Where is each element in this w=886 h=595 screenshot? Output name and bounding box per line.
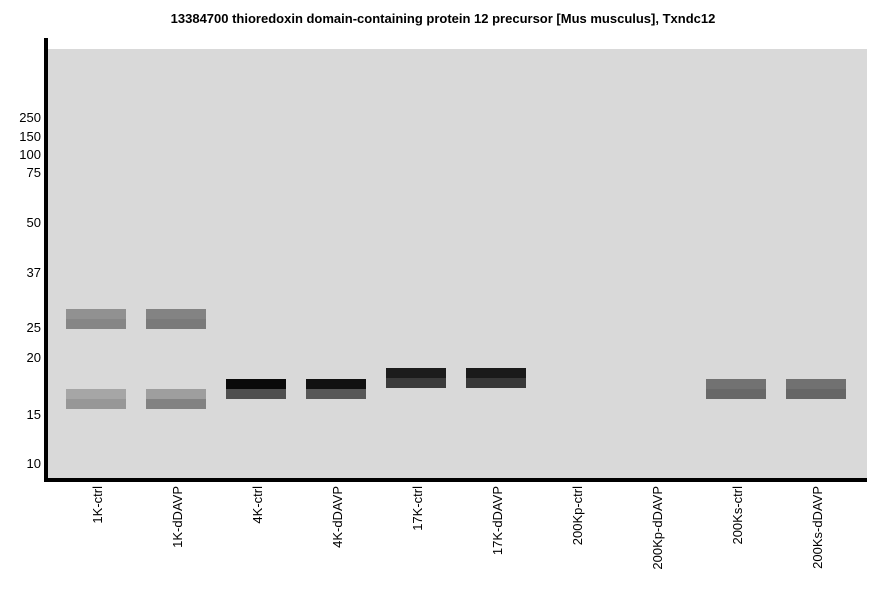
lane-label: 200Kp-ctrl (570, 484, 585, 594)
lane-label-text: 17K-ctrl (410, 486, 425, 531)
y-axis-line (44, 38, 48, 482)
protein-band-lower-half (466, 378, 526, 388)
lane-label-text: 17K-dDAVP (490, 486, 505, 556)
lane-label: 200Ks-dDAVP (810, 484, 825, 594)
protein-band (146, 389, 206, 409)
protein-band-upper-half (466, 368, 526, 378)
mw-marker-label: 50 (26, 215, 41, 230)
protein-band-upper-half (146, 309, 206, 319)
protein-band-upper-half (386, 368, 446, 378)
lane-label: 17K-dDAVP (490, 484, 505, 594)
protein-band-lower-half (386, 378, 446, 388)
figure-title: 13384700 thioredoxin domain-containing p… (170, 11, 716, 26)
lane-label-text: 4K-ctrl (250, 486, 265, 524)
lane-label: 1K-ctrl (90, 484, 105, 594)
protein-band-lower-half (146, 319, 206, 329)
protein-band-lower-half (786, 389, 846, 399)
protein-band-lower-half (66, 399, 126, 409)
protein-band-upper-half (66, 389, 126, 399)
protein-band-lower-half (226, 389, 286, 399)
gel-plot-area (48, 49, 867, 478)
protein-band (466, 368, 526, 388)
lane-label: 200Ks-ctrl (730, 484, 745, 594)
mw-marker-label: 25 (26, 320, 41, 335)
lane-label-text: 200Ks-dDAVP (810, 486, 825, 569)
protein-band (146, 309, 206, 329)
lane-label-text: 1K-dDAVP (170, 486, 185, 548)
protein-band (386, 368, 446, 388)
protein-band (66, 309, 126, 329)
lane-label-text: 200Kp-ctrl (570, 486, 585, 546)
protein-band-upper-half (226, 379, 286, 389)
protein-band-upper-half (146, 389, 206, 399)
protein-band (306, 379, 366, 399)
lane-label-text: 4K-dDAVP (330, 486, 345, 548)
lane-label-text: 1K-ctrl (90, 486, 105, 524)
lane-label: 17K-ctrl (410, 484, 425, 594)
protein-band-lower-half (146, 399, 206, 409)
mw-marker-label: 10 (26, 456, 41, 471)
mw-marker-label: 100 (19, 147, 41, 162)
lane-label: 4K-ctrl (250, 484, 265, 594)
mw-marker-label: 250 (19, 110, 41, 125)
lane-label-text: 200Ks-ctrl (730, 486, 745, 545)
mw-marker-label: 15 (26, 407, 41, 422)
lane-label: 4K-dDAVP (330, 484, 345, 594)
protein-band (786, 379, 846, 399)
protein-band-lower-half (706, 389, 766, 399)
x-axis-line (44, 478, 867, 482)
mw-marker-label: 37 (26, 265, 41, 280)
protein-band-upper-half (306, 379, 366, 389)
mw-marker-label: 20 (26, 350, 41, 365)
protein-band (226, 379, 286, 399)
mw-marker-label: 150 (19, 129, 41, 144)
protein-band-lower-half (66, 319, 126, 329)
protein-band (706, 379, 766, 399)
lane-label-text: 200Kp-dDAVP (650, 486, 665, 570)
lane-label: 1K-dDAVP (170, 484, 185, 594)
protein-band-upper-half (66, 309, 126, 319)
lane-label: 200Kp-dDAVP (650, 484, 665, 594)
protein-band (66, 389, 126, 409)
protein-band-upper-half (706, 379, 766, 389)
protein-band-upper-half (786, 379, 846, 389)
mw-marker-label: 75 (26, 165, 41, 180)
protein-band-lower-half (306, 389, 366, 399)
